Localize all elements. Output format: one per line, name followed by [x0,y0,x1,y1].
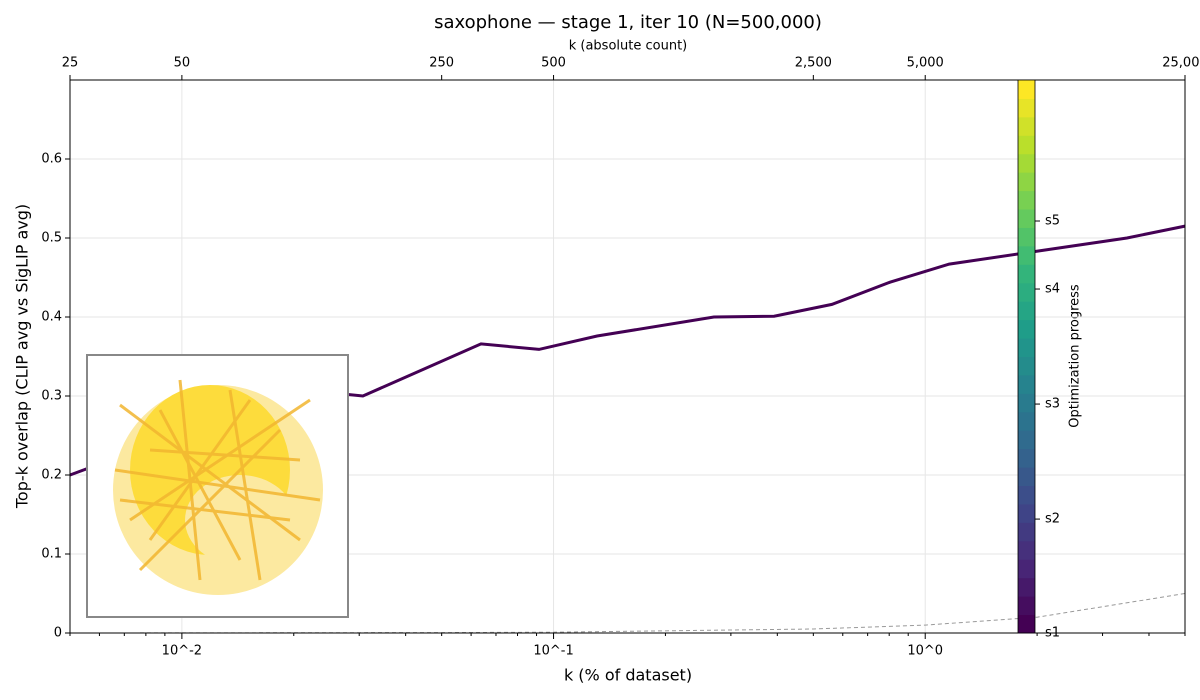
colorbar-swatch [1018,522,1035,542]
colorbar-swatch [1018,485,1035,505]
x2-tick-label: 25 [62,56,79,71]
colorbar-tick-label: s2 [1045,512,1060,527]
y-tick-label: 0.5 [41,231,62,246]
x2-tick-label: 2,500 [795,56,832,71]
colorbar-swatch [1018,301,1035,321]
colorbar-frame [1017,79,1036,634]
colorbar-swatch [1018,153,1035,173]
inset-image [86,354,349,618]
colorbar-swatch [1018,116,1035,136]
colorbar-label: Optimization progress [1068,284,1083,428]
colorbar-swatch [1018,245,1035,265]
colorbar-swatch [1018,430,1035,450]
colorbar-swatch [1018,80,1035,99]
colorbar-swatch [1018,559,1035,579]
colorbar-swatch [1018,319,1035,339]
colorbar-swatch [1018,540,1035,560]
colorbar-swatch [1018,393,1035,413]
y-tick-label: 0.1 [41,547,62,562]
y-tick-label: 0.2 [41,468,62,483]
x2-tick-label: 50 [174,56,191,71]
y-tick-label: 0.4 [41,310,62,325]
x-tick-label: 10^-1 [533,644,573,659]
colorbar-tick-label: s5 [1045,214,1060,229]
colorbar-swatch [1018,282,1035,302]
colorbar-swatch [1018,209,1035,228]
y-tick-label: 0 [54,626,62,641]
colorbar-swatch [1018,172,1035,192]
x-axis-label: k (% of dataset) [564,666,692,685]
chart-title: saxophone — stage 1, iter 10 (N=500,000) [434,12,822,33]
colorbar-swatch [1018,411,1035,431]
x2-axis-label: k (absolute count) [569,39,688,54]
x-tick-label: 10^-2 [162,644,202,659]
data-line [69,224,1186,477]
y-tick-label: 0.3 [41,389,62,404]
y-axis-label: Top-k overlap (CLIP avg vs SigLIP avg) [13,204,32,509]
colorbar-swatch [1018,98,1035,118]
colorbar-swatch [1018,448,1035,468]
colorbar-swatch [1018,503,1035,523]
colorbar-swatch [1018,467,1035,487]
x2-tick-label: 5,000 [907,56,944,71]
x-tick-label: 10^0 [907,644,943,659]
colorbar-swatch [1018,577,1035,597]
colorbar-swatch [1018,356,1035,376]
colorbar-swatch [1018,264,1035,284]
colorbar-tick-label: s1 [1045,626,1060,641]
x2-tick-label: 25,000 [1162,56,1200,71]
x2-tick-label: 250 [429,56,454,71]
plot-frame [69,79,1186,634]
y-tick-label: 0.6 [41,152,62,167]
colorbar-swatch [1018,374,1035,394]
colorbar-tick-label: s3 [1045,397,1060,412]
colorbar-swatch [1018,190,1035,210]
colorbar-swatch [1018,227,1035,247]
colorbar-swatch [1018,596,1035,616]
x2-tick-label: 500 [541,56,566,71]
colorbar-swatch [1018,614,1035,634]
colorbar-tick-label: s4 [1045,282,1060,297]
colorbar-swatch [1018,338,1035,357]
colorbar-swatch [1018,135,1035,155]
